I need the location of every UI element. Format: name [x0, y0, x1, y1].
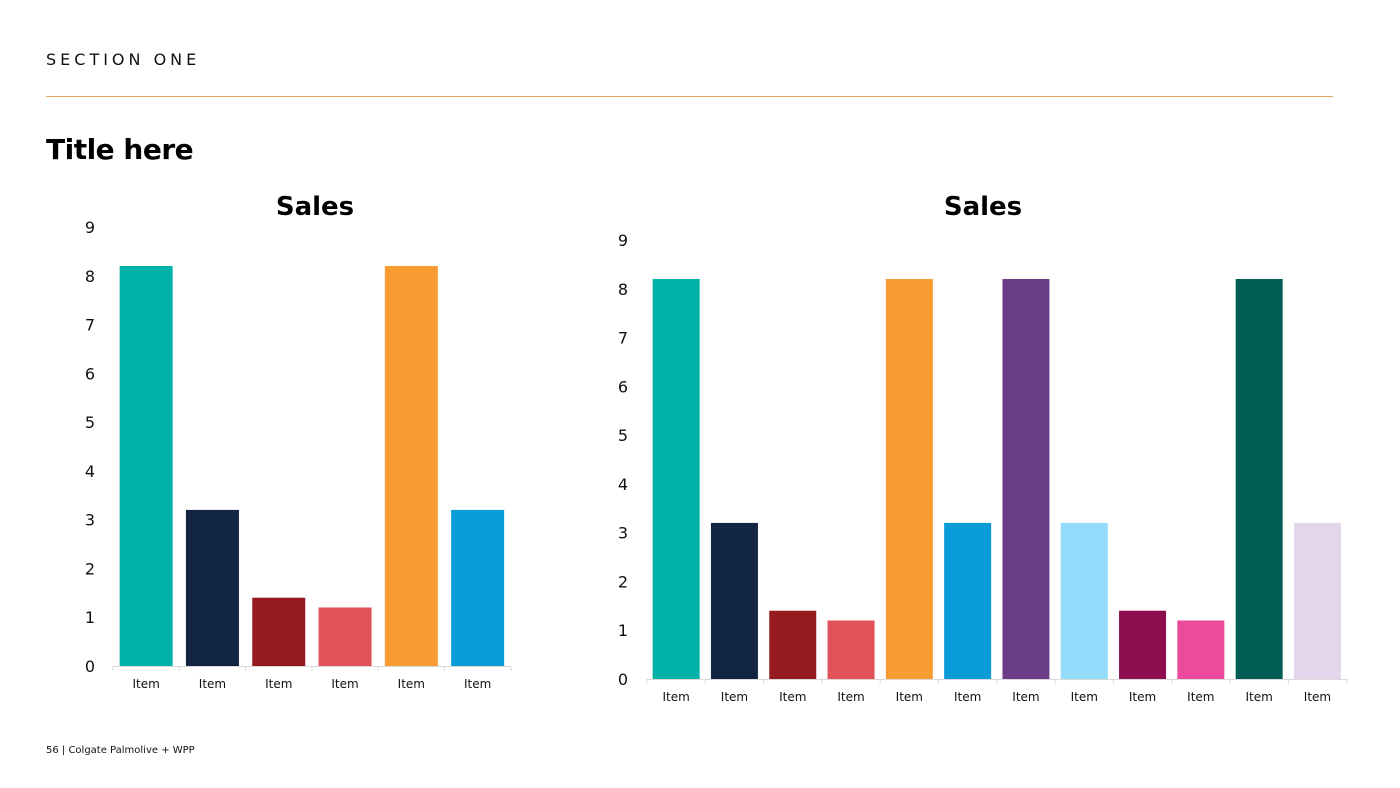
- x-tick-label: Item: [721, 690, 748, 704]
- x-tick-label: Item: [1071, 690, 1098, 704]
- y-tick-label: 7: [85, 316, 95, 335]
- y-tick-label: 4: [85, 462, 95, 481]
- x-tick-label: Item: [199, 677, 226, 691]
- bar: [384, 266, 438, 666]
- x-tick-label: Item: [1245, 690, 1272, 704]
- x-tick-label: Item: [1187, 690, 1214, 704]
- bar: [1177, 620, 1225, 679]
- y-tick-label: 3: [85, 511, 95, 530]
- x-tick-label: Item: [132, 677, 159, 691]
- y-tick-label: 5: [85, 413, 95, 432]
- x-tick-label: Item: [331, 677, 358, 691]
- bar: [185, 509, 239, 666]
- header-divider: [46, 96, 1333, 97]
- bar: [885, 279, 933, 679]
- x-tick-label: Item: [265, 677, 292, 691]
- bar: [1060, 522, 1108, 679]
- y-tick-label: 0: [618, 670, 628, 689]
- bar: [827, 620, 875, 679]
- x-tick-label: Item: [464, 677, 491, 691]
- y-tick-label: 7: [618, 329, 628, 348]
- y-tick-label: 4: [618, 475, 628, 494]
- x-tick-label: Item: [779, 690, 806, 704]
- bar: [1002, 279, 1050, 679]
- x-tick-label: Item: [1012, 690, 1039, 704]
- bar: [451, 509, 505, 666]
- y-tick-label: 2: [85, 559, 95, 578]
- y-tick-label: 0: [85, 657, 95, 676]
- x-tick-label: Item: [837, 690, 864, 704]
- section-label: SECTION ONE: [46, 50, 201, 69]
- x-tick-label: Item: [954, 690, 981, 704]
- bar: [1119, 610, 1167, 679]
- y-tick-label: 8: [85, 267, 95, 286]
- bar: [1293, 522, 1341, 679]
- bar: [119, 266, 173, 666]
- y-tick-label: 1: [85, 608, 95, 627]
- y-tick-label: 8: [618, 280, 628, 299]
- x-tick-label: Item: [1304, 690, 1331, 704]
- y-tick-label: 6: [618, 377, 628, 396]
- y-tick-label: 2: [618, 572, 628, 591]
- x-tick-label: Item: [1129, 690, 1156, 704]
- bar: [710, 522, 758, 679]
- x-tick-label: Item: [398, 677, 425, 691]
- bar: [944, 522, 992, 679]
- y-tick-label: 9: [85, 218, 95, 237]
- bar: [769, 610, 817, 679]
- bar: [1235, 279, 1283, 679]
- bar: [252, 597, 306, 666]
- page-title: Title here: [46, 133, 194, 166]
- y-tick-label: 6: [85, 364, 95, 383]
- y-tick-label: 5: [618, 426, 628, 445]
- x-tick-label: Item: [896, 690, 923, 704]
- footer-text: 56 | Colgate Palmolive + WPP: [46, 745, 195, 756]
- y-tick-label: 3: [618, 524, 628, 543]
- x-tick-label: Item: [662, 690, 689, 704]
- y-tick-label: 1: [618, 621, 628, 640]
- chart-title: Sales: [276, 192, 354, 222]
- chart-title: Sales: [944, 192, 1022, 222]
- bar: [652, 279, 700, 679]
- y-tick-label: 9: [618, 231, 628, 250]
- bar: [318, 607, 372, 666]
